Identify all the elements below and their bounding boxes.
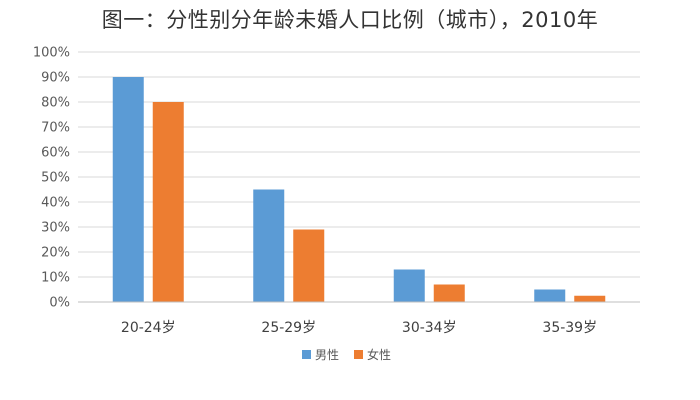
bar-male bbox=[112, 77, 144, 302]
y-tick-label: 50% bbox=[41, 171, 70, 186]
y-tick-label: 0% bbox=[49, 296, 70, 311]
legend: 男性 女性 bbox=[302, 347, 391, 362]
bar-male bbox=[534, 289, 566, 302]
y-tick-label: 30% bbox=[41, 221, 70, 236]
bar-female bbox=[152, 102, 184, 302]
bar-female bbox=[433, 284, 465, 302]
y-axis-tick-labels: 0% 10% 20% 30% 40% 50% 60% 70% 80% 90% 100% bbox=[33, 46, 70, 311]
bar-female bbox=[293, 229, 325, 302]
x-category-label: 35-39岁 bbox=[542, 320, 597, 336]
y-tick-label: 90% bbox=[41, 71, 70, 86]
bar-male bbox=[393, 269, 425, 302]
y-tick-label: 60% bbox=[41, 146, 70, 161]
x-category-label: 20-24岁 bbox=[121, 320, 176, 336]
x-category-label: 30-34岁 bbox=[402, 320, 457, 336]
legend-label: 女性 bbox=[367, 347, 391, 362]
y-tick-label: 20% bbox=[41, 246, 70, 261]
bars bbox=[112, 77, 606, 302]
chart-title: 图一：分性别分年龄未婚人口比例（城市），2010年 bbox=[101, 8, 599, 32]
y-tick-label: 10% bbox=[41, 271, 70, 286]
legend-label: 男性 bbox=[315, 348, 339, 362]
bar-male bbox=[253, 189, 285, 302]
legend-swatch bbox=[354, 350, 363, 359]
legend-swatch bbox=[302, 350, 311, 359]
y-tick-label: 70% bbox=[41, 121, 70, 136]
x-category-label: 25-29岁 bbox=[261, 320, 316, 336]
y-tick-label: 80% bbox=[41, 96, 70, 111]
bar-female bbox=[574, 295, 606, 302]
y-tick-label: 100% bbox=[33, 46, 70, 61]
x-axis: 20-24岁 25-29岁 30-34岁 35-39岁 bbox=[78, 301, 640, 336]
y-tick-label: 40% bbox=[41, 196, 70, 211]
